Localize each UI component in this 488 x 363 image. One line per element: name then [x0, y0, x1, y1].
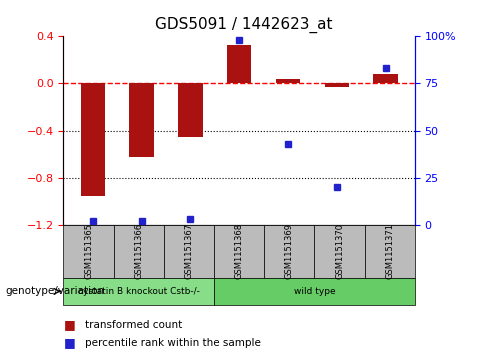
Text: GSM1151370: GSM1151370: [335, 223, 344, 280]
Bar: [227, 45, 251, 83]
Bar: [276, 79, 300, 83]
Text: GSM1151366: GSM1151366: [134, 223, 143, 280]
Text: cystatin B knockout Cstb-/-: cystatin B knockout Cstb-/-: [78, 287, 200, 296]
Text: transformed count: transformed count: [85, 320, 183, 330]
Text: ■: ■: [63, 337, 75, 350]
Text: genotype/variation: genotype/variation: [5, 286, 104, 296]
Bar: [373, 74, 398, 83]
Text: GSM1151365: GSM1151365: [84, 223, 93, 280]
Text: ■: ■: [63, 318, 75, 331]
Text: GSM1151368: GSM1151368: [235, 223, 244, 280]
Bar: [81, 83, 105, 196]
Text: GDS5091 / 1442623_at: GDS5091 / 1442623_at: [155, 16, 333, 33]
Bar: [129, 83, 154, 157]
Bar: [325, 83, 349, 87]
Text: wild type: wild type: [294, 287, 335, 296]
Text: GSM1151367: GSM1151367: [184, 223, 193, 280]
Text: percentile rank within the sample: percentile rank within the sample: [85, 338, 261, 348]
Bar: [178, 83, 203, 136]
Text: GSM1151371: GSM1151371: [385, 223, 394, 280]
Text: GSM1151369: GSM1151369: [285, 223, 294, 280]
